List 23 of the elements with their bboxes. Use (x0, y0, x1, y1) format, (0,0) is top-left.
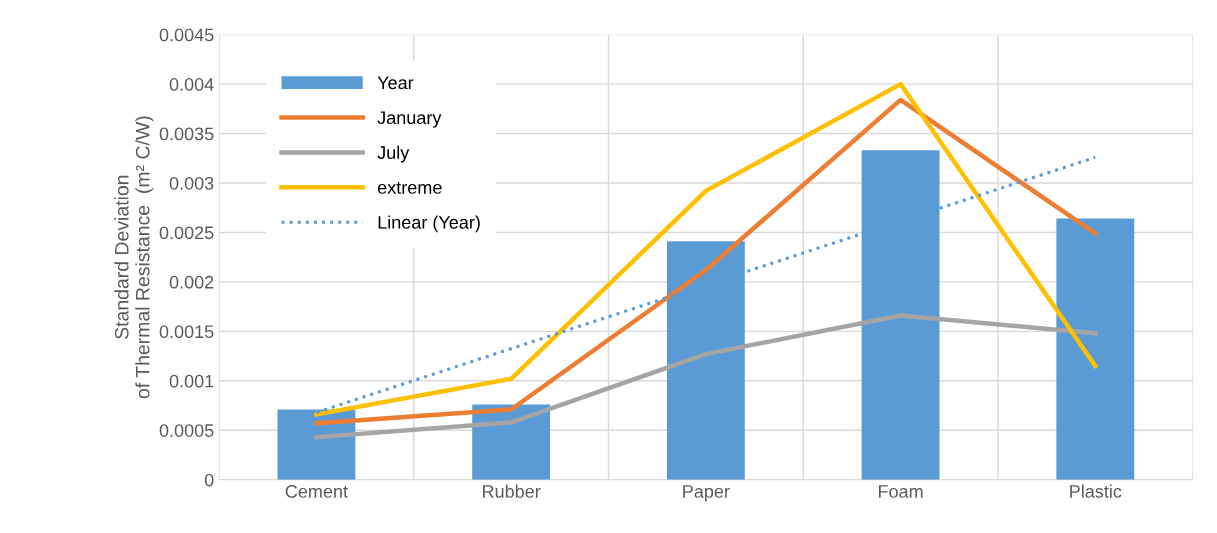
x-tick-label: Paper (683, 485, 730, 502)
y-tick-label: 0 (204, 473, 214, 487)
y-tick-label: 0.0005 (159, 424, 214, 437)
legend-label: Linear (Year) (378, 215, 480, 233)
x-tick-label: Foam (878, 485, 923, 498)
y-tick-label: 0.004 (169, 78, 214, 91)
bar (1056, 218, 1135, 480)
x-tick-label: Cement (285, 485, 348, 498)
y-tick-label: 0.0035 (159, 127, 214, 141)
y-tick-label: 0.0015 (159, 325, 214, 339)
legend-label: January (377, 111, 442, 128)
legend-label: extreme (377, 181, 442, 194)
y-axis-title: Standard Deviation of Thermal Resistance (m² C/W) (114, 116, 154, 399)
x-tick-label: Rubber (483, 484, 541, 498)
legend-label: Year (377, 76, 414, 90)
line-series (314, 313, 1098, 440)
y-tick-label: 0.001 (169, 374, 214, 388)
x-tick-label: Plastic (1070, 484, 1122, 498)
legend-label: July (377, 145, 410, 163)
y-tick-label: 0.002 (169, 275, 214, 289)
y-tick-label: 0.0025 (159, 226, 214, 240)
y-tick-label: 0.0045 (159, 28, 214, 42)
y-tick-label: 0.003 (169, 176, 214, 190)
